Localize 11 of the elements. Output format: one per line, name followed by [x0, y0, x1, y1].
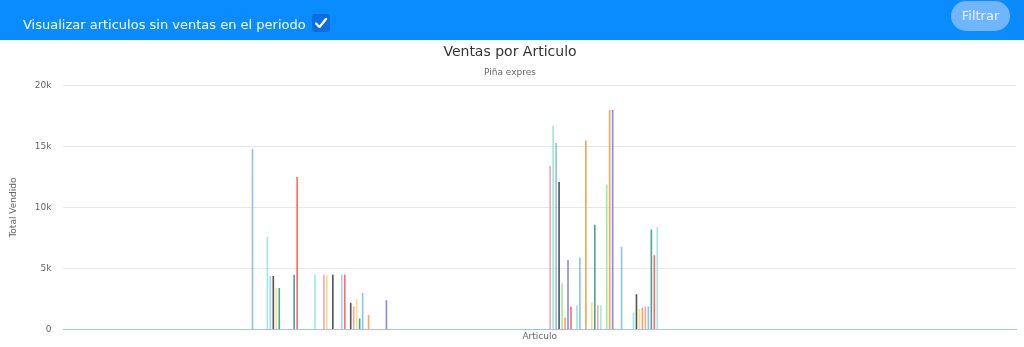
- y-tick-label: 20k: [34, 79, 53, 90]
- y-tick-label: 5k: [40, 262, 53, 273]
- chart-subtitle: Piña expres: [484, 66, 537, 77]
- y-axis-title: Total Vendido: [7, 177, 18, 239]
- y-tick-label: 10k: [34, 201, 53, 212]
- chart-title: Ventas por Articulo: [443, 43, 577, 60]
- filter-button: Filtrar: [951, 1, 1010, 31]
- text: Visualizar articulos sin ventas en el periodo: [23, 16, 307, 33]
- y-tick-label: 0: [45, 323, 52, 334]
- y-tick-label: 15k: [34, 140, 53, 151]
- x-axis-title: Articulo: [522, 331, 558, 342]
